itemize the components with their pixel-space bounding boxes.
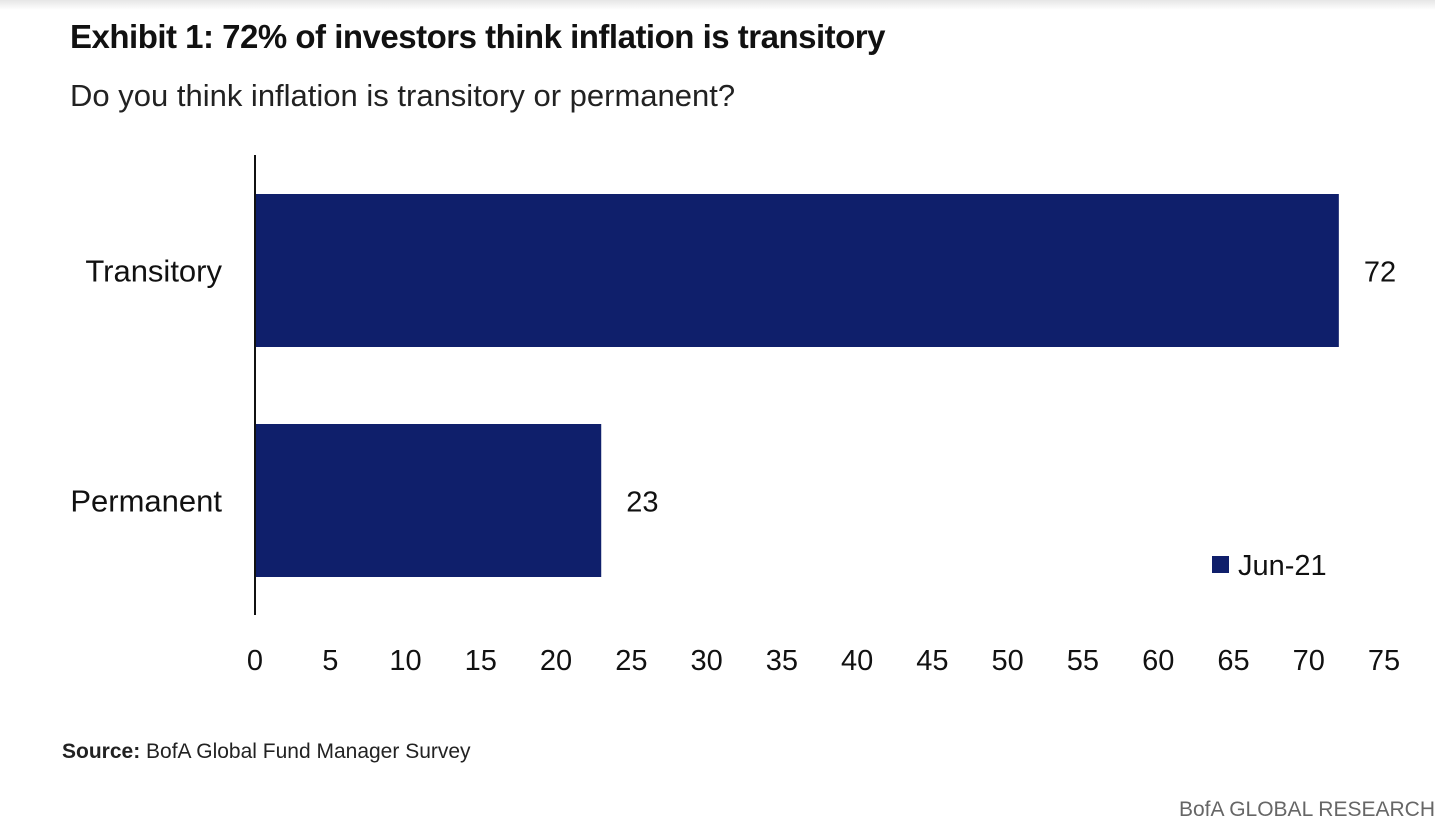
- data-labels: 72 23: [626, 257, 1396, 519]
- brand-footer: BofA GLOBAL RESEARCH: [1179, 798, 1435, 821]
- top-shade: [0, 0, 1435, 10]
- x-tick-65: 65: [1217, 645, 1249, 677]
- bar-permanent: [256, 424, 602, 577]
- source-text: BofA Global Fund Manager Survey: [146, 740, 471, 763]
- x-tick-0: 0: [247, 645, 263, 677]
- chart-title: Exhibit 1: 72% of investors think inflat…: [70, 18, 885, 55]
- legend: Jun-21: [1212, 550, 1327, 582]
- source-note: Source: BofA Global Fund Manager Survey: [62, 740, 471, 764]
- data-label-transitory: 72: [1364, 257, 1396, 289]
- x-tick-75: 75: [1368, 645, 1400, 677]
- x-tick-50: 50: [992, 645, 1024, 677]
- legend-label: Jun-21: [1238, 550, 1327, 582]
- data-label-permanent: 23: [626, 487, 658, 519]
- legend-swatch: [1212, 556, 1229, 573]
- x-tick-10: 10: [389, 645, 421, 677]
- x-tick-70: 70: [1293, 645, 1325, 677]
- x-tick-30: 30: [690, 645, 722, 677]
- x-tick-40: 40: [841, 645, 873, 677]
- chart-subtitle: Do you think inflation is transitory or …: [70, 78, 736, 113]
- x-tick-20: 20: [540, 645, 572, 677]
- bar-transitory: [256, 194, 1339, 347]
- category-labels: Transitory Permanent: [70, 254, 222, 519]
- x-tick-55: 55: [1067, 645, 1099, 677]
- x-tick-60: 60: [1142, 645, 1174, 677]
- x-tick-35: 35: [766, 645, 798, 677]
- category-label-permanent: Permanent: [70, 484, 222, 519]
- bars-group: [256, 194, 1339, 577]
- source-label: Source:: [62, 740, 141, 763]
- x-tick-15: 15: [465, 645, 497, 677]
- x-tick-45: 45: [916, 645, 948, 677]
- x-tick-labels: 0 5 10 15 20 25 30 35 40 45 50 55 60 65 70 75: [247, 645, 1400, 677]
- category-label-transitory: Transitory: [85, 254, 222, 289]
- x-tick-25: 25: [615, 645, 647, 677]
- x-tick-5: 5: [322, 645, 338, 677]
